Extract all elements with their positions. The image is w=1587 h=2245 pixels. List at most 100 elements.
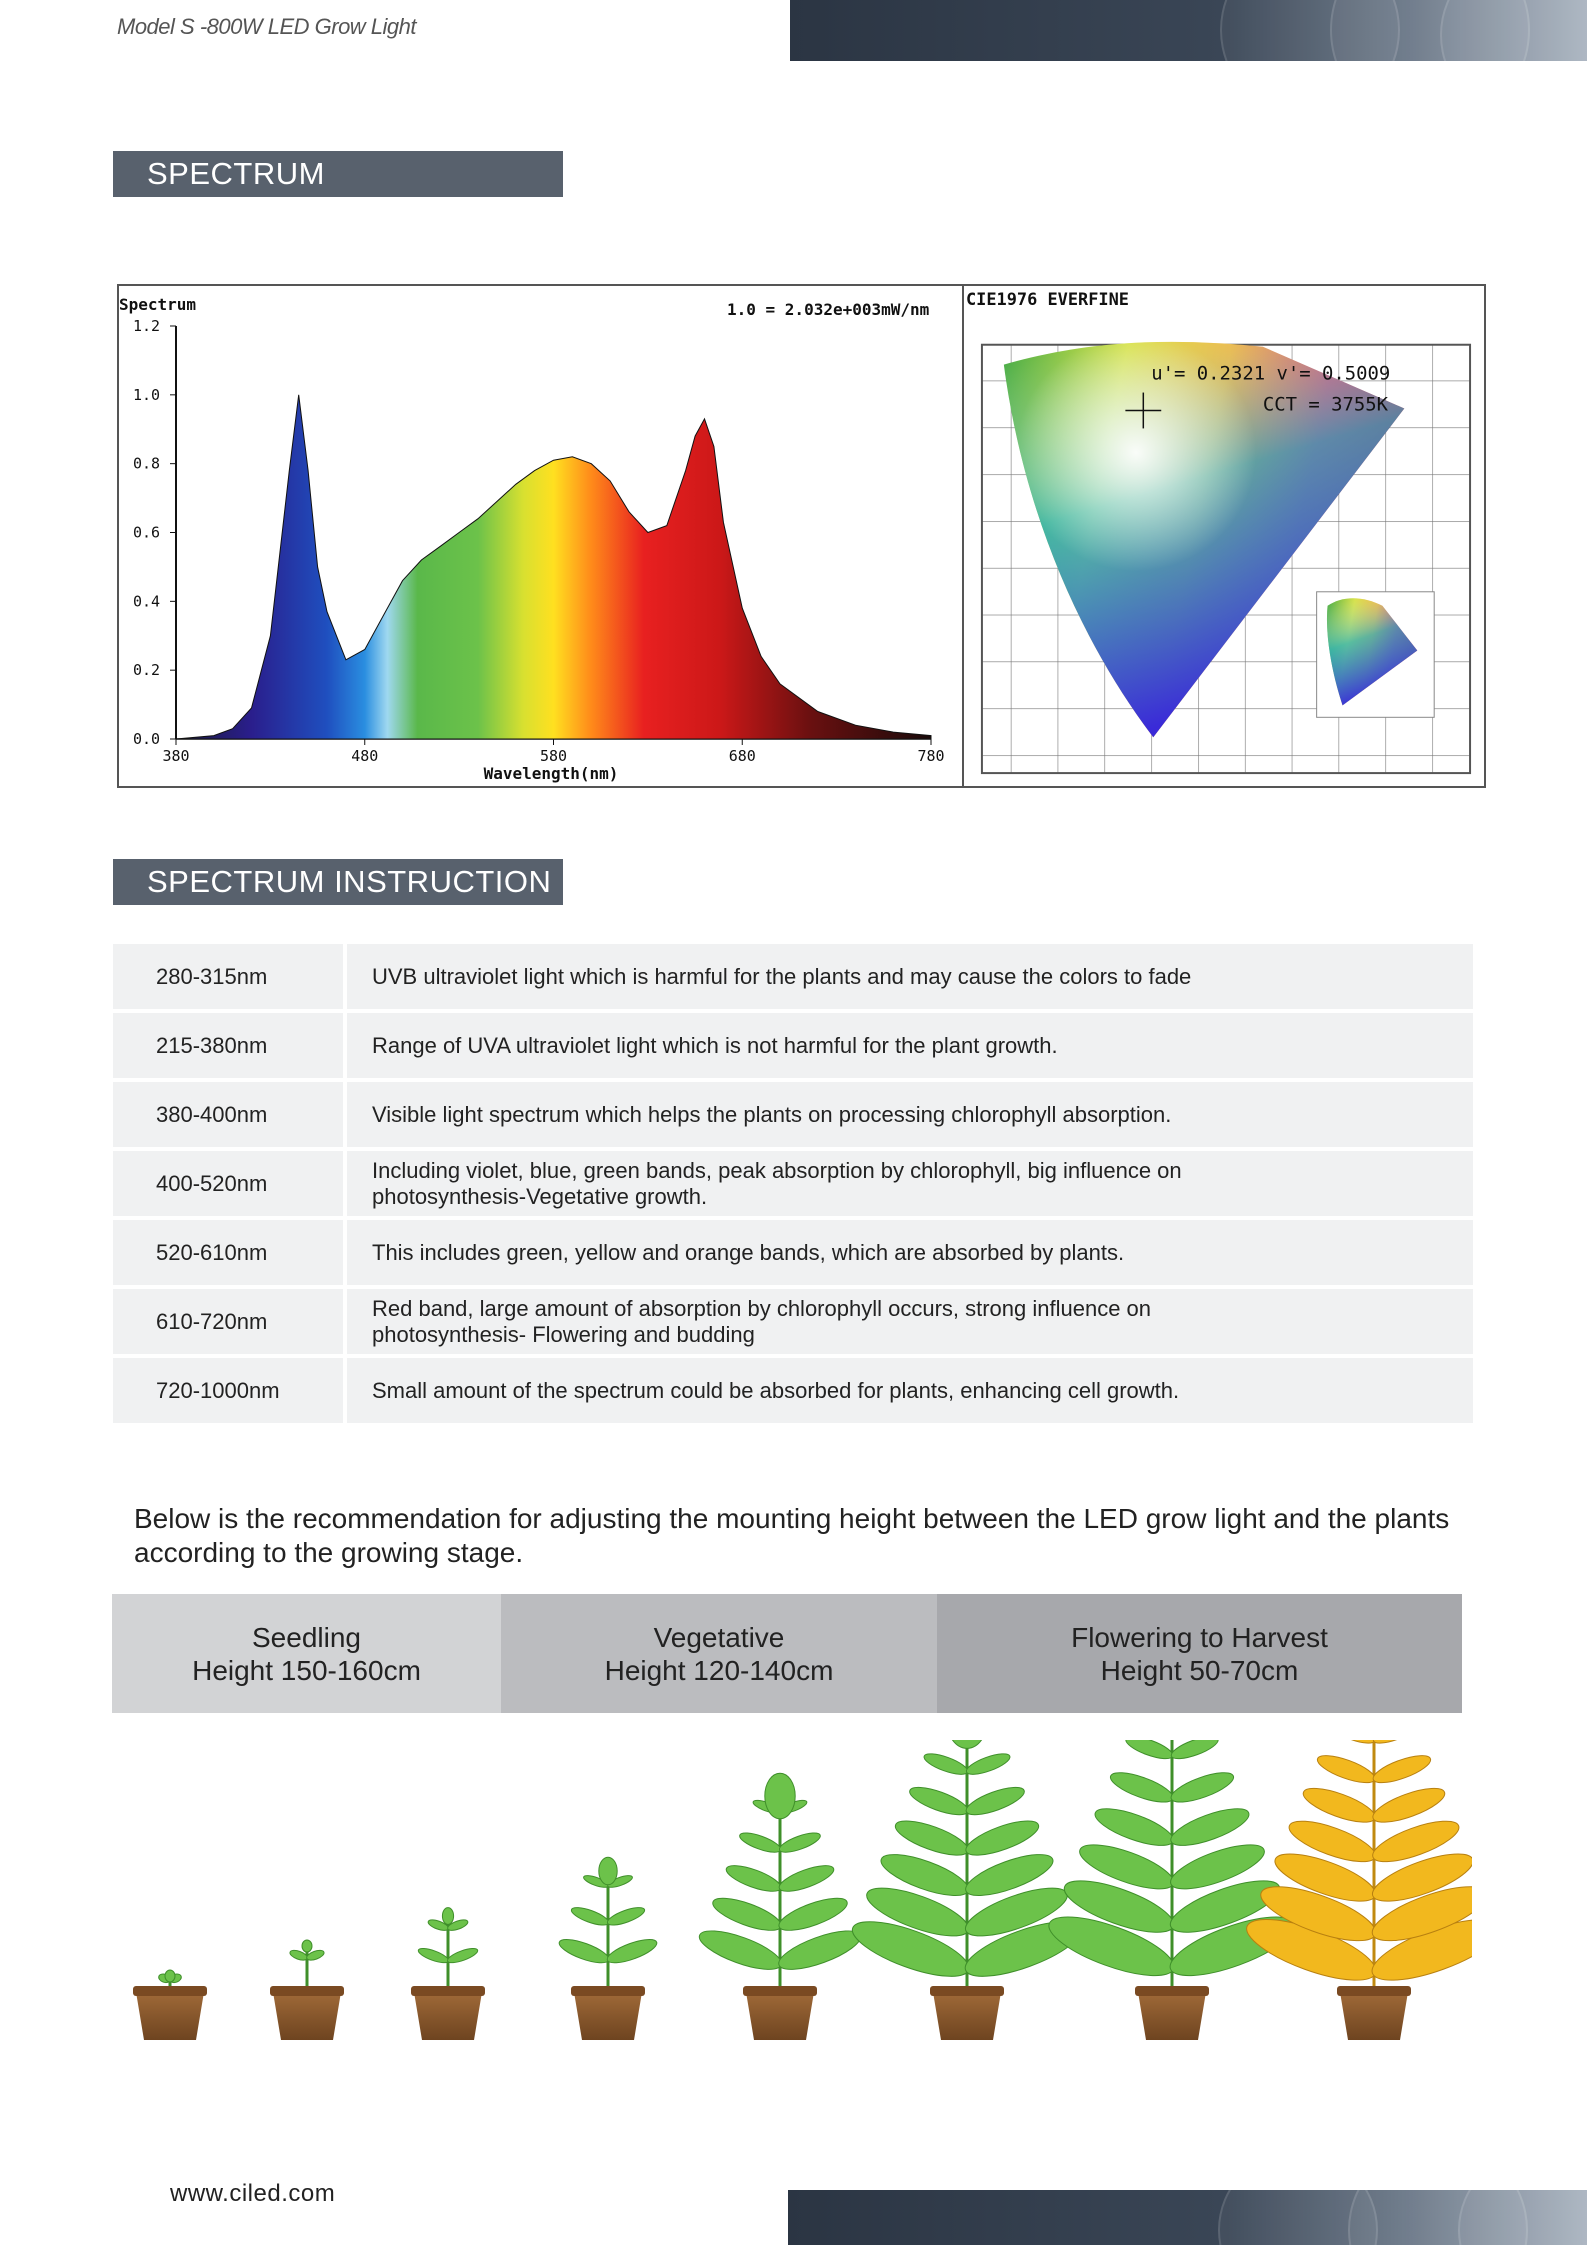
plant-pot [574, 1992, 642, 2040]
plant-leaf [606, 1939, 658, 1964]
plant-pot [414, 1992, 482, 2040]
cie-cct-readout: CCT = 3755K [1263, 393, 1389, 415]
plant-leaf [778, 1865, 835, 1892]
x-axis-label: Wavelength(nm) [484, 764, 619, 783]
cie-uv-readout: u'= 0.2321 v'= 0.5009 [1151, 363, 1390, 385]
spectrum-chart: Spectrum 1.0 = 2.032e+003mW/nm 0.0 0.2 0.4… [119, 295, 945, 783]
cie-chart-title: CIE1976 EVERFINE [966, 289, 1129, 309]
table-row: 520-610nm This includes green, yellow an… [113, 1220, 1473, 1285]
table-row: 610-720nm Red band, large amount of abso… [113, 1289, 1473, 1354]
plant-leaf [607, 1875, 633, 1888]
plant-leaf [778, 1897, 848, 1931]
x-tick-label: 480 [351, 747, 378, 765]
range-description: Range of UVA ultraviolet light which is … [347, 1013, 1473, 1078]
x-tick-label: 580 [540, 747, 567, 765]
footer-band [788, 2190, 1587, 2245]
stage-name: Flowering to Harvest [1071, 1621, 1328, 1653]
x-tick-label: 380 [162, 747, 189, 765]
table-row: 720-1000nm Small amount of the spectrum … [113, 1358, 1473, 1423]
y-tick-label: 1.0 [133, 386, 160, 404]
plant-leaf [1372, 1755, 1432, 1784]
pot-rim [930, 1986, 1004, 1996]
spectrum-chart-title: Spectrum [119, 295, 196, 314]
range-description: Including violet, blue, green bands, pea… [347, 1151, 1473, 1216]
plant-leaf [1109, 1772, 1174, 1803]
stage-height: Height 150-160cm [192, 1654, 421, 1686]
plant-leaf [725, 1865, 782, 1892]
plant-leaf [1170, 1844, 1265, 1890]
plant-leaf [606, 1907, 646, 1926]
range-description: UVB ultraviolet light which is harmful f… [347, 944, 1473, 1009]
y-tick-label: 1.2 [133, 317, 160, 335]
header-band [790, 0, 1587, 61]
spectrum-instruction-table: 280-315nm UVB ultraviolet light which is… [113, 944, 1473, 1427]
range-description: This includes green, yellow and orange b… [347, 1220, 1473, 1285]
y-tick-label: 0.2 [133, 661, 160, 679]
table-row: 400-520nm Including violet, blue, green … [113, 1151, 1473, 1216]
document-title: Model S -800W LED Grow Light [117, 14, 417, 39]
pot-rim [133, 1986, 207, 1996]
stage-name: Vegetative [653, 1621, 785, 1653]
stage-height: Height 50-70cm [1100, 1654, 1299, 1686]
instruction-section-title: SPECTRUM INSTRUCTION [113, 859, 563, 905]
pot-rim [571, 1986, 645, 1996]
plant-leaf [909, 1786, 969, 1816]
plant-leaf [1372, 1740, 1417, 1744]
pot-rim [411, 1986, 485, 1996]
plant-leaf [965, 1854, 1054, 1897]
plant-leaf [306, 1949, 325, 1961]
wavelength-range: 215-380nm [113, 1013, 343, 1078]
plant-bud [764, 1772, 796, 1820]
plant-leaf [739, 1832, 782, 1853]
cie-inset-blue [1326, 598, 1418, 706]
wavelength-range: 280-315nm [113, 944, 343, 1009]
spectrum-curve-area [175, 394, 932, 740]
pot-rim [1135, 1986, 1209, 1996]
plant-pot [746, 1992, 814, 2040]
pot-rim [743, 1986, 817, 1996]
plant-leaf [1125, 1740, 1174, 1760]
table-row: 215-380nm Range of UVA ultraviolet light… [113, 1013, 1473, 1078]
y-tick-label: 0.0 [133, 730, 160, 748]
plant-leaf [965, 1820, 1040, 1856]
plant-leaf [1372, 1787, 1446, 1823]
wavelength-range: 380-400nm [113, 1082, 343, 1147]
plant-pot [136, 1992, 204, 2040]
table-row: 380-400nm Visible light spectrum which h… [113, 1082, 1473, 1147]
plant-pot [933, 1992, 1001, 2040]
plant-leaf [1331, 1740, 1376, 1744]
spectrum-chart-annotation: 1.0 = 2.032e+003mW/nm [727, 300, 930, 319]
plant-pot [1340, 1992, 1408, 2040]
plant-bud [598, 1856, 618, 1886]
table-row: 280-315nm UVB ultraviolet light which is… [113, 944, 1473, 1009]
range-description: Red band, large amount of absorption by … [347, 1289, 1473, 1354]
website-url: www.ciled.com [170, 2180, 336, 2207]
wavelength-range: 720-1000nm [113, 1358, 343, 1423]
x-tick-label: 680 [729, 747, 756, 765]
spectrum-figure: Spectrum 1.0 = 2.032e+003mW/nm 0.0 0.2 0.4… [117, 284, 1486, 788]
y-tick-label: 0.8 [133, 455, 160, 473]
pot-rim [1337, 1986, 1411, 1996]
mounting-height-recommendation: Below is the recommendation for adjustin… [134, 1503, 1450, 1568]
plant-pot [273, 1992, 341, 2040]
plant-bud [441, 1907, 455, 1925]
band-decoration [1458, 2190, 1587, 2245]
plant-bud [164, 1969, 176, 1983]
wavelength-range: 520-610nm [113, 1220, 343, 1285]
plant-leaf [558, 1939, 610, 1964]
x-tick-label: 780 [917, 747, 944, 765]
stage-name: Seedling [252, 1621, 361, 1653]
y-tick-label: 0.6 [133, 524, 160, 542]
wavelength-range: 400-520nm [113, 1151, 343, 1216]
y-tick-label: 0.4 [133, 592, 160, 610]
plant-leaf [447, 1919, 469, 1931]
plant-bud [301, 1939, 313, 1953]
plant-leaf [1371, 1853, 1472, 1902]
stage-seedling: Seedling Height 150-160cm [112, 1594, 501, 1713]
range-description: Small amount of the spectrum could be ab… [347, 1358, 1473, 1423]
plant-leaf [447, 1947, 479, 1964]
range-description: Visible light spectrum which helps the p… [347, 1082, 1473, 1147]
wavelength-range: 610-720nm [113, 1289, 343, 1354]
cie-chromaticity-chart: CIE1976 EVERFINE u'= 0.2321 v'= 0.5009 C… [962, 286, 1472, 786]
pot-rim [270, 1986, 344, 1996]
